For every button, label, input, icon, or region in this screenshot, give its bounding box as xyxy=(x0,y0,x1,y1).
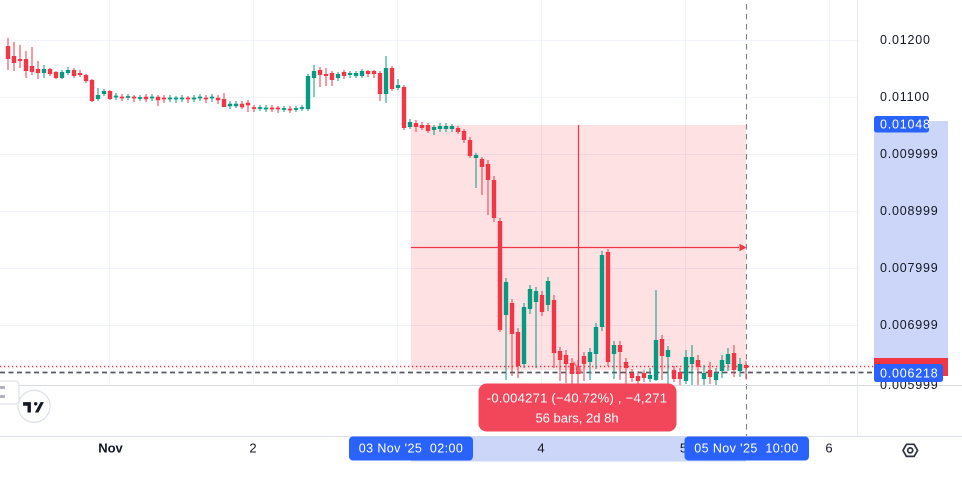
svg-text:Nov: Nov xyxy=(98,441,123,456)
svg-text:4: 4 xyxy=(537,441,544,456)
svg-text:0.008999: 0.008999 xyxy=(880,204,939,218)
svg-text:-0.004271 (−40.72%) , −4,271: -0.004271 (−40.72%) , −4,271 xyxy=(487,391,667,406)
svg-text:0.01048: 0.01048 xyxy=(880,118,931,132)
svg-text:05 Nov '25 10:00: 05 Nov '25 10:00 xyxy=(694,442,798,456)
svg-text:56 bars, 2d 8h: 56 bars, 2d 8h xyxy=(535,411,618,426)
svg-text:2: 2 xyxy=(249,441,256,456)
svg-text:0.01200: 0.01200 xyxy=(880,33,931,47)
svg-text:03 Nov '25 02:00: 03 Nov '25 02:00 xyxy=(359,442,463,456)
svg-text:0.006999: 0.006999 xyxy=(880,318,939,332)
svg-text:0.009999: 0.009999 xyxy=(880,147,939,161)
svg-text:0.007999: 0.007999 xyxy=(880,261,939,275)
svg-text:6: 6 xyxy=(825,441,832,456)
svg-text:0.01100: 0.01100 xyxy=(880,90,930,104)
svg-text:5: 5 xyxy=(680,441,687,456)
svg-text:0.006218: 0.006218 xyxy=(880,367,939,381)
